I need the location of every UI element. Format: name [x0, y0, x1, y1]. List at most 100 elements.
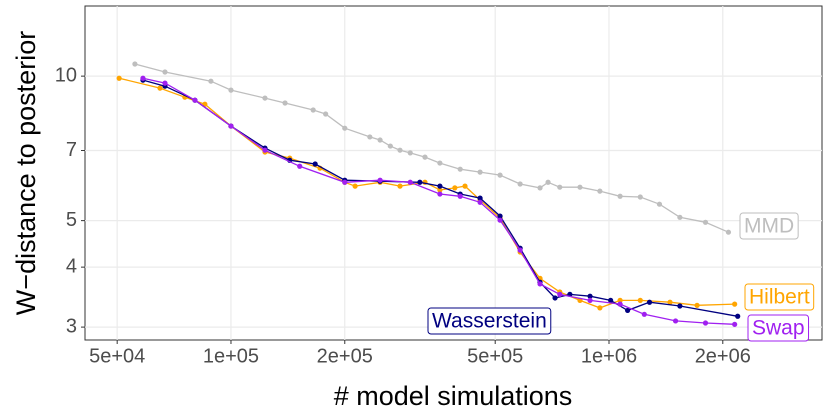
data-point: [497, 213, 503, 219]
data-point: [637, 297, 643, 304]
data-point: [282, 100, 288, 106]
label-text: Hilbert: [749, 286, 810, 309]
data-point: [457, 193, 463, 199]
data-point: [545, 179, 551, 185]
data-point: [162, 69, 168, 75]
series-label: Swap: [747, 314, 810, 342]
x-tick-label: 5e+04: [89, 345, 145, 367]
y-tick-label: 7: [66, 139, 77, 161]
data-point: [262, 95, 268, 101]
data-point: [262, 147, 268, 153]
data-point: [517, 181, 523, 187]
label-box: [744, 283, 815, 311]
data-point: [597, 188, 603, 194]
data-point: [437, 160, 443, 166]
data-point: [587, 297, 593, 304]
label-box: [747, 314, 810, 342]
data-point: [735, 313, 741, 319]
data-point: [457, 166, 463, 172]
data-point: [732, 301, 738, 307]
data-point: [208, 78, 214, 84]
data-point: [497, 217, 503, 223]
data-point: [192, 97, 198, 103]
y-tick-label: 5: [66, 209, 77, 231]
data-point: [397, 183, 403, 189]
data-point: [437, 183, 443, 189]
data-point: [417, 179, 423, 185]
data-point: [497, 172, 503, 178]
data-point: [656, 201, 663, 207]
series-line: [142, 77, 735, 325]
y-tick-label: 10: [55, 64, 77, 86]
data-point: [694, 302, 700, 308]
label-text: Wasserstein: [432, 310, 547, 333]
data-point: [732, 321, 738, 327]
data-point: [624, 307, 631, 314]
x-tick-label: 1e+05: [203, 345, 259, 367]
data-point: [228, 123, 234, 129]
data-point: [557, 291, 563, 297]
data-point: [397, 147, 403, 153]
x-tick-label: 2e+06: [695, 345, 751, 367]
data-point: [677, 214, 683, 220]
data-point: [577, 184, 583, 190]
series-line: [142, 79, 738, 317]
data-point: [646, 299, 653, 305]
data-point: [407, 150, 413, 156]
data-point: [725, 229, 732, 235]
y-tick-label: 3: [66, 315, 77, 337]
label-text: MMD: [744, 215, 794, 238]
data-point: [162, 80, 168, 86]
data-point: [477, 199, 483, 205]
data-point: [228, 87, 234, 93]
y-axis-title: W−distance to posterior: [11, 31, 41, 315]
data-point: [377, 177, 383, 183]
data-point: [477, 195, 483, 201]
series-label: MMD: [739, 212, 799, 240]
data-point: [202, 101, 208, 107]
data-point: [310, 107, 316, 113]
data-point: [637, 194, 643, 200]
data-point: [617, 297, 623, 304]
y-tick-label: 4: [66, 255, 77, 277]
data-point: [312, 161, 318, 167]
data-point: [342, 125, 348, 131]
data-point: [537, 185, 543, 191]
data-point: [641, 311, 647, 317]
series-label: Wasserstein: [427, 307, 552, 335]
data-point: [677, 303, 683, 309]
data-point: [407, 179, 413, 185]
data-point: [422, 154, 428, 160]
data-point: [437, 187, 443, 193]
data-point: [537, 281, 543, 287]
data-point: [672, 318, 679, 324]
x-tick-label: 1e+06: [581, 345, 637, 367]
x-axis-title: # model simulations: [334, 381, 573, 411]
data-point: [387, 143, 393, 149]
data-point: [608, 297, 614, 304]
label-box: [739, 212, 799, 240]
data-point: [452, 185, 458, 191]
data-point: [132, 61, 138, 67]
data-point: [116, 75, 122, 81]
data-point: [587, 293, 593, 299]
data-point: [552, 295, 558, 301]
data-point: [597, 305, 603, 311]
data-point: [702, 320, 709, 326]
data-point: [477, 169, 483, 175]
data-point: [140, 75, 146, 81]
data-point: [297, 163, 303, 169]
label-box: [427, 307, 552, 335]
data-point: [617, 193, 623, 199]
label-text: Swap: [752, 317, 805, 340]
x-tick-label: 2e+05: [317, 345, 373, 367]
data-point: [352, 183, 358, 189]
x-tick-label: 5e+05: [467, 345, 523, 367]
data-point: [617, 301, 623, 307]
data-point: [557, 184, 563, 190]
data-point: [462, 183, 468, 189]
data-point: [377, 137, 383, 143]
data-point: [342, 179, 348, 185]
data-point: [323, 111, 329, 117]
